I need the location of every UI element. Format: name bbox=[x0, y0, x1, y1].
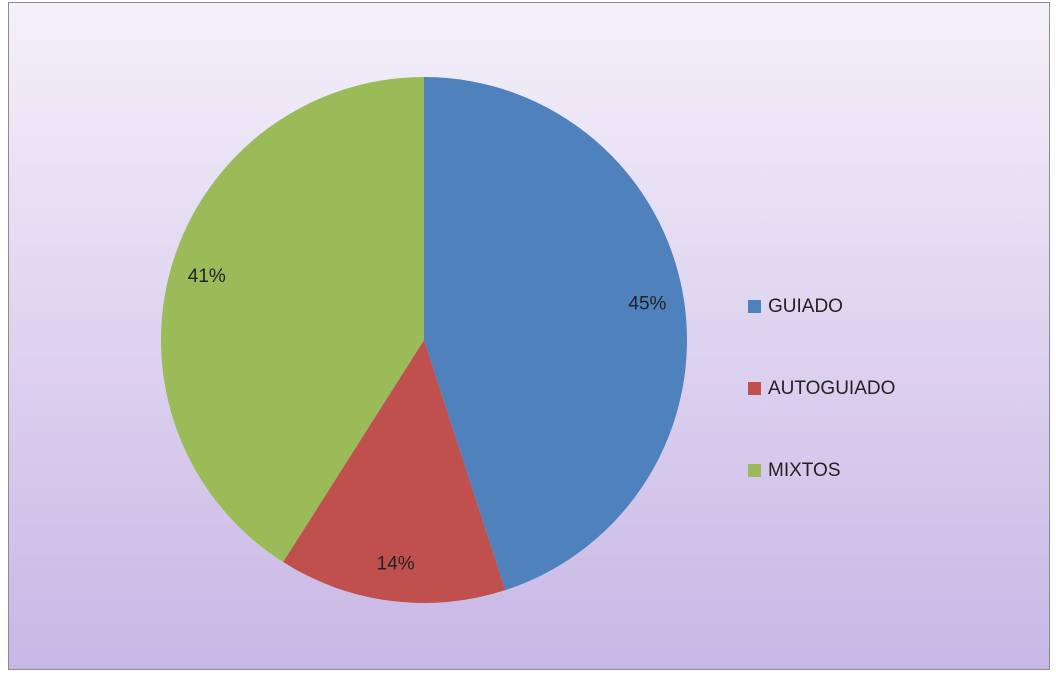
pie-slice bbox=[160, 77, 424, 563]
pie-slice bbox=[283, 340, 506, 603]
legend-swatch bbox=[748, 382, 761, 395]
data-label: 41% bbox=[188, 266, 226, 287]
data-label: 45% bbox=[628, 294, 666, 315]
legend-label: AUTOGUIADO bbox=[768, 378, 895, 399]
legend-label: MIXTOS bbox=[768, 460, 841, 481]
legend-swatch bbox=[748, 300, 761, 313]
legend-swatch bbox=[748, 464, 761, 477]
pie-slice bbox=[424, 77, 687, 591]
legend-label: GUIADO bbox=[768, 296, 843, 317]
data-label: 14% bbox=[377, 553, 415, 574]
